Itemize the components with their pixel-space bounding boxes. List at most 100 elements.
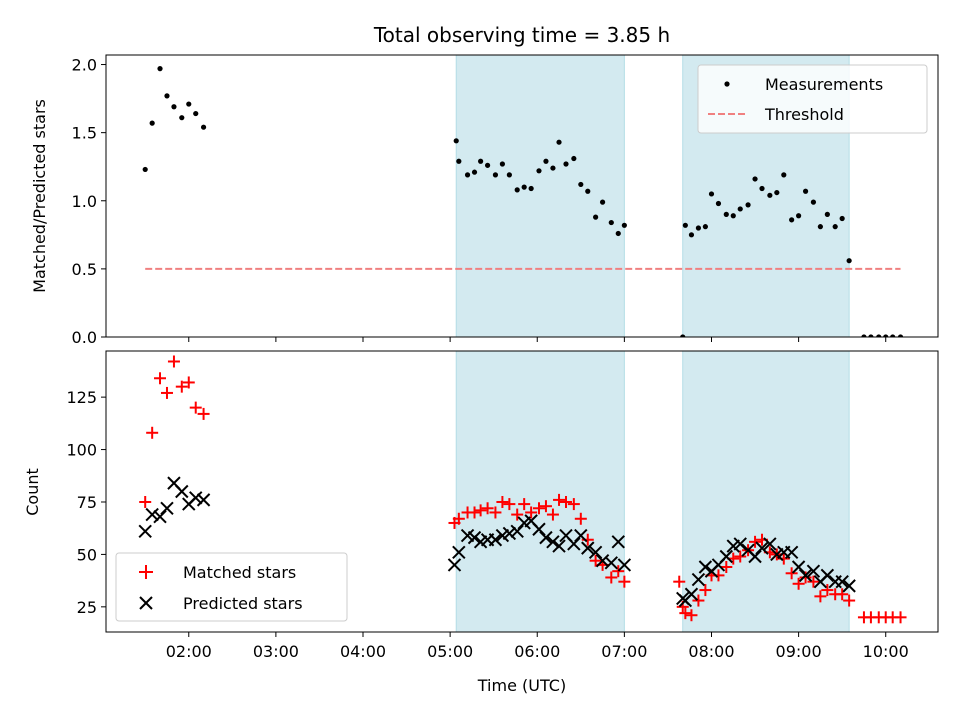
measurements-point bbox=[723, 211, 729, 217]
measurements-point bbox=[839, 215, 845, 222]
measurements-point bbox=[708, 191, 715, 197]
matched-stars-point bbox=[605, 571, 618, 584]
x-axis-label: Time (UTC) bbox=[477, 676, 566, 695]
matched-stars-point bbox=[559, 495, 572, 508]
measurements-point bbox=[456, 158, 462, 164]
matched-stars-point bbox=[589, 554, 602, 567]
measurements-point bbox=[149, 120, 155, 126]
measurements-point bbox=[193, 110, 199, 117]
bottom-ytick-label: 75 bbox=[77, 493, 97, 512]
top-panel-yticks: 0.0 0.5 1.0 1.5 2.0 bbox=[72, 56, 106, 347]
matched-stars-point bbox=[749, 535, 762, 548]
top-ytick-label: 1.5 bbox=[72, 124, 97, 143]
top-panel-plot bbox=[142, 66, 904, 337]
predicted-stars-point bbox=[733, 537, 747, 551]
measurements-point bbox=[593, 214, 599, 220]
predicted-stars-point bbox=[175, 484, 189, 499]
predicted-stars-point bbox=[574, 528, 588, 543]
predicted-stars-point bbox=[763, 537, 777, 551]
predicted-stars-point bbox=[546, 535, 560, 549]
top-shaded-band-0 bbox=[455, 54, 625, 338]
legend-predicted-stars-label: Predicted stars bbox=[183, 594, 303, 613]
matched-stars-point bbox=[197, 407, 210, 420]
measurements-point bbox=[171, 104, 177, 110]
predicted-stars-point bbox=[138, 524, 152, 539]
measurements-point bbox=[528, 185, 534, 192]
bottom-y-axis-label: Count bbox=[23, 468, 42, 516]
measurements-point bbox=[157, 66, 163, 72]
measurements-point bbox=[767, 192, 773, 198]
predicted-stars-point bbox=[447, 558, 462, 572]
predicted-stars-point bbox=[806, 564, 821, 578]
measurements-point bbox=[536, 168, 542, 174]
matched-stars-point bbox=[785, 567, 798, 580]
predicted-stars-point bbox=[196, 493, 211, 507]
top-legend: Measurements Threshold bbox=[697, 64, 928, 134]
predicted-stars-point bbox=[798, 568, 813, 583]
matched-stars-point bbox=[814, 590, 827, 603]
bottom-xtick-label: 04:00 bbox=[340, 642, 386, 661]
predicted-stars-point bbox=[755, 541, 769, 555]
measurements-point bbox=[599, 199, 606, 205]
matched-stars-point bbox=[154, 372, 167, 385]
bottom-legend: Matched stars Predicted stars bbox=[115, 552, 348, 622]
measurements-point bbox=[563, 161, 569, 167]
bottom-xtick-label: 05:00 bbox=[427, 642, 473, 661]
measurements-point bbox=[752, 176, 758, 182]
matched-stars-point bbox=[612, 565, 625, 578]
measurements-point bbox=[688, 232, 695, 238]
measurements-point bbox=[715, 200, 722, 207]
top-panel-xticks bbox=[188, 337, 887, 342]
matched-stars-point bbox=[474, 504, 487, 517]
legend-matched-stars-label: Matched stars bbox=[183, 563, 296, 582]
matched-stars-point bbox=[182, 376, 195, 389]
bottom-panel-plot bbox=[138, 355, 907, 624]
matched-stars-point bbox=[720, 560, 733, 573]
bottom-xtick-label: 03:00 bbox=[253, 642, 299, 661]
bottom-ytick-label: 100 bbox=[66, 441, 97, 460]
measurements-point bbox=[571, 155, 577, 162]
matched-stars-point bbox=[532, 502, 545, 515]
bottom-shaded-band-1 bbox=[682, 350, 850, 633]
measurements-point bbox=[585, 188, 591, 194]
matched-stars-point bbox=[539, 500, 552, 513]
matched-stars-point bbox=[518, 498, 531, 511]
top-ytick-label: 1.0 bbox=[72, 192, 97, 211]
matched-stars-point bbox=[525, 506, 538, 519]
matched-stars-point bbox=[734, 550, 747, 563]
bottom-xtick-label: 07:00 bbox=[601, 642, 647, 661]
measurements-point bbox=[730, 213, 736, 219]
matched-stars-point bbox=[692, 594, 705, 607]
matched-stars-point bbox=[618, 575, 631, 588]
bottom-panel-shading bbox=[455, 350, 850, 633]
top-legend-box bbox=[697, 64, 928, 134]
matched-stars-point bbox=[574, 512, 587, 525]
matched-stars-point bbox=[821, 584, 834, 597]
bottom-xtick-label: 02:00 bbox=[166, 642, 212, 661]
measurements-point bbox=[817, 224, 823, 230]
measurements-point bbox=[608, 219, 614, 226]
matched-stars-point bbox=[503, 498, 516, 511]
bottom-xtick-label: 09:00 bbox=[776, 642, 822, 661]
predicted-stars-point bbox=[452, 545, 466, 560]
predicted-stars-point bbox=[611, 535, 625, 549]
matched-stars-point bbox=[489, 506, 502, 519]
predicted-stars-point bbox=[539, 530, 553, 545]
bottom-xtick-label: 06:00 bbox=[514, 642, 560, 661]
measurements-point bbox=[680, 334, 686, 337]
bottom-panel-xticks: 02:00 03:00 04:00 05:00 06:00 07:00 08:00 09:00… bbox=[166, 632, 909, 661]
measurements-point bbox=[521, 184, 527, 190]
matched-stars-point bbox=[553, 493, 566, 506]
measurements-point bbox=[164, 93, 170, 99]
legend-threshold: Threshold bbox=[708, 105, 844, 124]
top-y-axis-label: Matched/Predicted stars bbox=[30, 99, 49, 293]
predicted-stars-point bbox=[698, 560, 713, 574]
bottom-ytick-label: 125 bbox=[66, 388, 97, 407]
predicted-stars-point bbox=[588, 545, 603, 560]
top-ytick-label: 0.0 bbox=[72, 328, 97, 347]
measurements-point bbox=[142, 166, 148, 173]
predicted-stars-point bbox=[784, 545, 799, 560]
matched-stars-point bbox=[836, 588, 849, 601]
predicted-stars-point bbox=[567, 537, 581, 551]
predicted-stars-point bbox=[604, 556, 619, 570]
